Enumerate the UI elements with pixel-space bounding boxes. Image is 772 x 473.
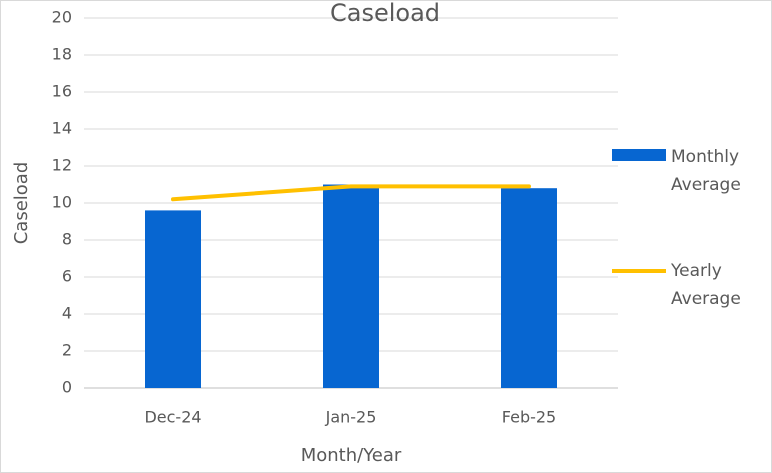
y-tick-label: 0	[62, 378, 72, 397]
chart-title: Caseload	[330, 0, 440, 27]
marks	[145, 184, 557, 388]
legend-key	[612, 269, 666, 273]
legend-key	[612, 149, 666, 161]
line	[171, 184, 531, 202]
legend-item: Monthly Average	[612, 143, 762, 199]
y-tick-label: 10	[52, 193, 72, 212]
legend-item: Yearly Average	[612, 257, 762, 313]
x-tick-label: Jan-25	[325, 408, 377, 427]
y-tick-label: 2	[62, 341, 72, 360]
y-tick-label: 12	[52, 156, 72, 175]
y-tick-label: 20	[52, 8, 72, 27]
legend-label: Monthly Average	[671, 147, 741, 195]
y-axis-label: Caseload	[11, 162, 32, 245]
x-axis-label: Month/Year	[301, 445, 402, 466]
legend-label: Yearly Average	[671, 261, 741, 309]
x-tick-label: Dec-24	[144, 408, 201, 427]
y-tick-label: 18	[52, 45, 72, 64]
y-tick-label: 16	[52, 82, 72, 101]
y-tick-label: 14	[52, 119, 72, 138]
y-tick-label: 6	[62, 267, 72, 286]
bar	[323, 184, 379, 388]
bar	[501, 188, 557, 388]
bar	[145, 210, 201, 388]
y-tick-label: 8	[62, 230, 72, 249]
x-tick-label: Feb-25	[502, 408, 556, 427]
y-tick-label: 4	[62, 304, 72, 323]
